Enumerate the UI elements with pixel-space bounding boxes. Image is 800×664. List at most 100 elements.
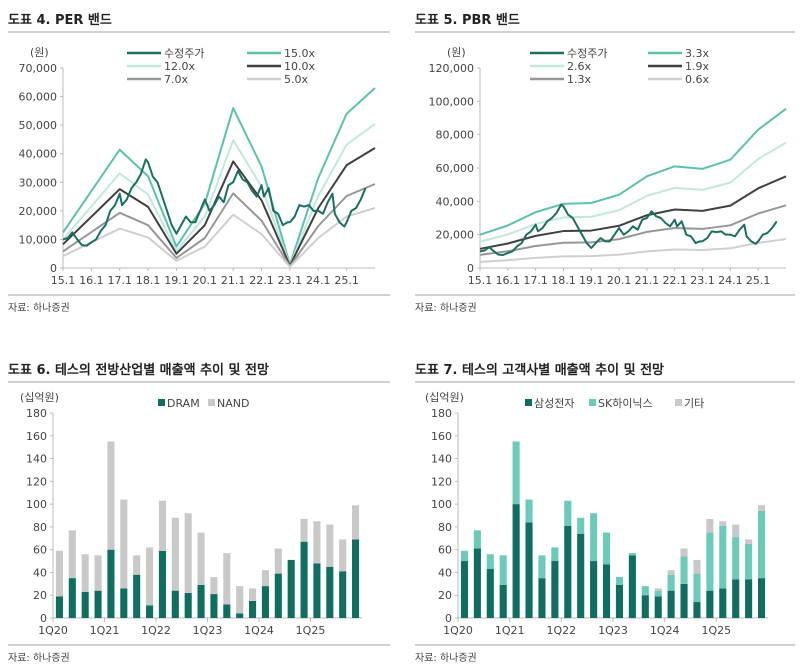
bar-NAND-2Q24 [274,548,282,574]
y-tick-label: 0 [467,262,474,275]
bar-삼성전자-1Q22 [564,525,572,618]
bar-DRAM-2Q23 [223,604,231,618]
bar-삼성전자-4Q22 [602,564,611,618]
y-tick-label: 10,000 [19,233,58,246]
divider [415,31,795,33]
bar-NAND-3Q21 [133,555,141,575]
bar-기타-4Q23 [654,588,662,591]
legend-label: 5.0x [284,73,308,86]
y-tick-label: 50,000 [19,119,58,132]
legend-label: 7.0x [164,73,188,86]
x-tick-label: 25.1 [746,274,771,287]
legend-swatch [208,399,215,406]
series-line-7.0x [62,183,376,268]
source-note: 자료: 하나증권 [8,303,70,314]
y-tick-label: 20,000 [19,205,58,218]
y-tick-label: 40 [438,566,452,579]
x-tick-label: 24.1 [718,274,743,287]
bar-SK하이닉스-1Q23 [615,577,624,585]
y-tick-label: 160 [431,430,452,443]
bar-SK하이닉스-3Q21 [538,555,546,579]
bar-DRAM-1Q24 [261,586,269,618]
bar-DRAM-1Q21 [107,549,115,618]
series-line-1.9x [479,175,787,250]
y-tick-label: 60 [438,544,452,557]
legend-label: NAND [217,397,249,410]
y-tick-label: 70,000 [19,62,58,75]
bar-DRAM-1Q22 [158,550,166,618]
x-tick-label: 22.1 [249,274,274,287]
bar-기타-3Q25 [745,539,753,544]
bar-NAND-4Q23 [249,588,257,601]
legend-swatch [675,399,682,406]
chart-title-sales-by-customer: 도표 7. 테스의 고객사별 매출액 추이 및 전망 [415,363,664,378]
bar-기타-4Q25 [757,505,766,511]
bar-SK하이닉스-2Q20 [473,530,481,549]
bar-삼성전자-4Q23 [654,596,662,618]
bar-삼성전자-2Q24 [680,583,688,618]
bar-SK하이닉스-2Q24 [680,556,688,584]
bar-SK하이닉스-1Q24 [667,574,675,591]
y-tick-label: 140 [431,453,452,466]
bar-삼성전자-2Q20 [473,548,481,618]
y-axis-unit: (십억원) [425,391,464,404]
y-tick-label: 120 [431,475,452,488]
bar-SK하이닉스-3Q24 [693,573,701,603]
bar-SK하이닉스-4Q23 [654,590,662,597]
bar-SK하이닉스-2Q21 [525,499,533,523]
legend-label: SK하이닉스 [598,396,653,410]
bar-DRAM-2Q21 [120,588,128,618]
y-tick-label: 60 [33,544,47,557]
bar-NAND-1Q21 [107,441,115,550]
y-tick-label: 40 [33,566,47,579]
x-tick-label: 1Q25 [296,624,326,637]
y-tick-label: 100 [26,498,47,511]
bar-SK하이닉스-4Q24 [706,532,714,591]
series-line-15.0x [62,87,376,266]
bar-NAND-3Q20 [81,554,89,592]
x-tick-label: 16.1 [79,274,104,287]
x-tick-label: 17.1 [523,274,548,287]
bar-NAND-2Q20 [68,530,76,579]
bar-SK하이닉스-1Q20 [460,550,469,562]
x-tick-label: 1Q24 [244,624,274,637]
bar-SK하이닉스-1Q25 [719,525,727,589]
y-axis-unit: (원) [447,46,466,59]
bar-DRAM-3Q23 [236,613,244,618]
bar-NAND-1Q25 [313,521,321,564]
bar-SK하이닉스-3Q25 [745,543,753,580]
x-tick-label: 20.1 [193,274,218,287]
x-tick-label: 24.1 [306,274,331,287]
legend-label: 기타 [684,397,704,410]
bar-삼성전자-4Q25 [757,578,766,618]
x-tick-label: 17.1 [107,274,132,287]
bar-기타-3Q24 [693,559,701,574]
x-tick-label: 1Q21 [90,624,120,637]
y-axis-unit: (원) [30,46,49,59]
legend-label: 삼성전자 [534,397,574,410]
y-tick-label: 120,000 [429,62,475,75]
bar-NAND-2Q23 [223,553,231,605]
series-line-5.0x [62,207,376,268]
bar-NAND-2Q25 [326,524,334,567]
bar-삼성전자-2Q23 [628,555,636,618]
bar-삼성전자-4Q20 [499,584,507,618]
x-tick-label: 1Q23 [598,624,628,637]
divider [8,381,390,383]
bar-DRAM-3Q22 [184,592,192,618]
source-note: 자료: 하나증권 [8,653,70,664]
x-tick-label: 1Q23 [193,624,223,637]
divider [415,644,795,646]
y-tick-label: 0 [445,612,452,625]
y-tick-label: 40,000 [19,148,58,161]
source-note: 자료: 하나증권 [415,653,477,664]
legend-label: 3.3x [685,47,709,60]
y-tick-label: 20 [438,589,452,602]
y-tick-label: 80 [33,521,47,534]
bar-삼성전자-4Q24 [706,590,714,618]
x-tick-label: 1Q20 [443,624,473,637]
bar-NAND-4Q24 [300,518,308,542]
bar-NAND-1Q20 [55,550,63,597]
bar-기타-2Q24 [680,548,688,557]
bar-기타-2Q25 [732,524,740,538]
